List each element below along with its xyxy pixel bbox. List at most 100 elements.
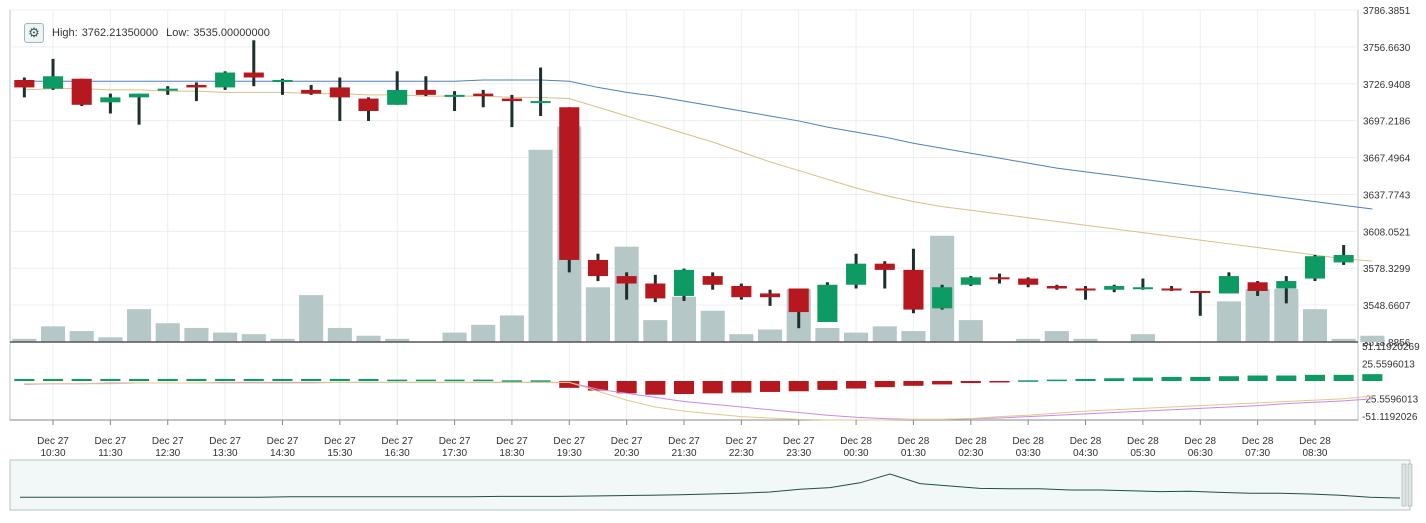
macd-line [24,381,1373,420]
histogram-bar [42,378,64,381]
candle-body [846,263,867,285]
time-tick-hour: 02:30 [958,448,983,459]
candle-body [702,276,723,285]
time-tick-date: Dec 27 [324,436,356,447]
candle-body [1046,286,1067,289]
histogram-bar [358,378,379,381]
candle-body [1161,288,1182,291]
time-tick-date: Dec 28 [1127,436,1159,447]
candle-body [473,93,494,97]
time-tick-hour: 15:30 [327,448,352,459]
candle-body [616,276,637,284]
price-tick-label: 3697.2186 [1363,117,1411,128]
histogram-bar [1046,379,1067,382]
time-tick-date: Dec 27 [496,436,528,447]
histogram-bar [301,378,322,381]
gear-icon[interactable]: ⚙ [24,23,44,43]
volume-bar [1360,335,1385,342]
candle-body [215,72,236,88]
time-tick-date: Dec 27 [668,436,700,447]
time-tick-date: Dec 27 [152,436,184,447]
histogram-bar [1104,378,1125,381]
price-tick-label: 3726.9408 [1363,80,1411,91]
histogram-bar [702,381,723,394]
histogram-bar [100,378,121,381]
candle-body [100,97,121,103]
price-tick-label: 3518.8856 [1363,338,1411,349]
volume-bar [729,334,754,342]
histogram-bar [1190,376,1211,381]
price-tick-label: 3637.7743 [1363,190,1411,201]
candle-body [932,287,953,309]
candle-body [530,101,551,104]
time-tick-hour: 16:30 [385,448,410,459]
ma-fast-line [24,88,1373,262]
histogram-bar [1132,377,1153,381]
volume-bar [241,334,266,342]
histogram-bar [673,381,695,394]
candle-body [329,87,350,98]
volume-bar [327,327,352,342]
navigator-handle[interactable] [1407,463,1413,507]
candle-body [1075,288,1096,291]
histogram-bar [559,381,580,388]
indicator-tick-label: -25.5596013 [1362,394,1419,405]
time-tick-hour: 18:30 [499,448,524,459]
ohlc-header: ⚙ High: 3762.21350000 Low: 3535.00000000 [24,23,278,43]
candle-body [1333,254,1354,263]
histogram-bar [272,378,293,381]
time-tick-date: Dec 27 [267,436,299,447]
signal-line [24,381,1373,421]
histogram-bar [157,378,178,381]
volume-bar [12,338,37,342]
candle-body [1304,256,1326,279]
volume-bar [1302,309,1328,342]
time-tick-hour: 00:30 [844,448,869,459]
histogram-bar [645,381,666,395]
time-tick-hour: 12:30 [155,448,180,459]
histogram-bar [387,379,408,382]
time-tick-date: Dec 27 [37,436,69,447]
candle-body [243,72,264,78]
volume-bar [901,331,926,342]
time-tick-date: Dec 27 [553,436,585,447]
price-tick-label: 3548.6607 [1363,301,1411,312]
candle-body [387,89,408,105]
ma-slow-line [24,79,1373,210]
volume-bar [1130,334,1155,342]
volume-bar [155,323,180,342]
price-tick-label: 3786.3851 [1363,6,1411,17]
volume-bar [1331,338,1356,342]
candle-body [1218,276,1239,294]
candle-body [1190,290,1211,293]
volume-bar [213,332,238,342]
candle-body [71,78,92,105]
volume-bar [69,331,94,342]
volume-bar [1016,338,1041,342]
volume-bar [958,320,983,342]
candle-body [42,76,64,89]
low-value: 3535.00000000 [193,27,270,39]
time-tick-hour: 17:30 [442,448,467,459]
histogram-bar [14,378,35,381]
volume-bar [471,324,496,342]
histogram-bar [616,381,637,394]
indicator-tick-label: 25.5596013 [1362,360,1415,371]
high-label: High: [52,27,78,39]
navigator-handle[interactable] [1401,463,1407,507]
time-tick-date: Dec 28 [1242,436,1274,447]
time-tick-date: Dec 27 [439,436,471,447]
candle-body [673,269,695,296]
low-label: Low: [166,27,190,39]
histogram-bar [1362,374,1383,381]
volume-bar [499,315,524,342]
histogram-bar [1161,376,1182,381]
time-tick-hour: 22:30 [729,448,754,459]
time-tick-date: Dec 27 [209,436,241,447]
histogram-bar [71,378,92,381]
histogram-bar [760,381,781,392]
candle-body [587,259,608,277]
candle-body [129,93,150,98]
time-tick-hour: 07:30 [1245,448,1270,459]
